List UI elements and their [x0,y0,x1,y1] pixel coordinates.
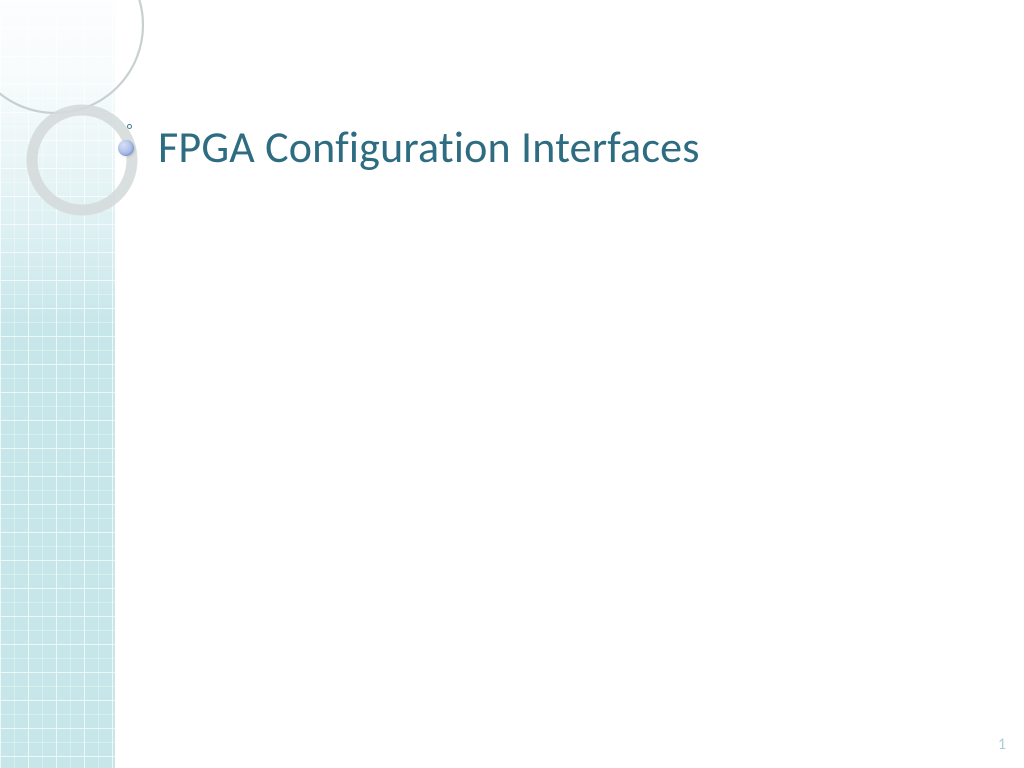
slide-title: FPGA Configuration Interfaces [158,120,700,174]
bullet-ring-icon [127,124,132,129]
bullet-dot-icon [118,140,134,156]
page-number: 1 [998,735,1006,754]
sidebar-fade-overlay [0,0,115,330]
sidebar-decoration [0,0,115,768]
